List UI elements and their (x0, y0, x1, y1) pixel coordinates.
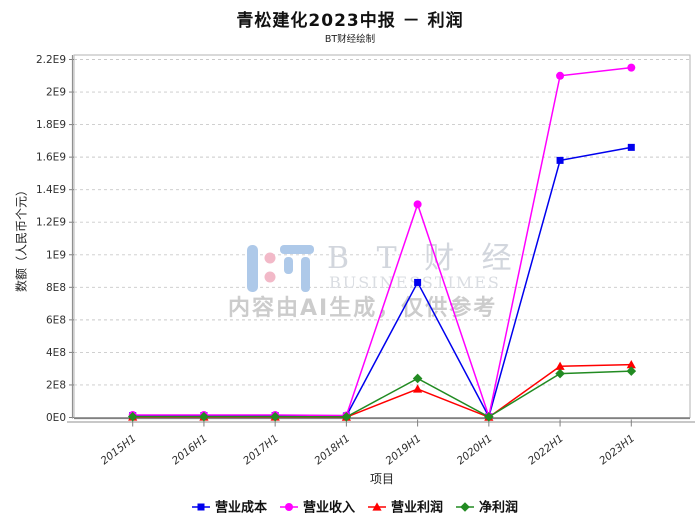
x-tick-label: 2018H1 (312, 432, 352, 467)
watermark-brand-sub: BUSINESSTIMES (329, 273, 501, 292)
watermark-notice: 内容由AI生成，仅供参考 (228, 295, 497, 321)
marker-triangle (372, 502, 382, 511)
chart-title: 青松建化2023中报 － 利润 (236, 11, 464, 31)
legend-label: 营业成本 (215, 500, 267, 516)
x-tick-label: 2015H1 (99, 432, 139, 467)
marker-square (556, 156, 564, 164)
series-净利润 (127, 366, 637, 422)
marker-circle (413, 200, 422, 209)
legend-label: 营业收入 (303, 500, 355, 516)
legend-label: 净利润 (479, 500, 518, 516)
marker-diamond (127, 411, 138, 422)
x-tick-label: 2017H1 (241, 432, 281, 467)
y-tick-label: 8E8 (46, 282, 66, 294)
legend-item-净利润: 净利润 (456, 500, 518, 516)
marker-square (197, 503, 205, 511)
marker-diamond (270, 411, 280, 422)
y-tick-label: 2E9 (46, 87, 66, 99)
data-series (127, 63, 637, 422)
marker-square (414, 278, 422, 286)
x-tick-label: 2019H1 (384, 432, 424, 467)
y-tick-label: 4E8 (46, 347, 66, 359)
marker-diamond (626, 366, 637, 376)
marker-square (627, 143, 635, 151)
y-tick-label: 2E8 (46, 379, 66, 391)
marker-circle (556, 71, 565, 80)
series-line (132, 66, 632, 420)
y-tick-label: 1.4E9 (36, 184, 66, 196)
legend: 营业成本 营业收入 营业利润 净利润 (192, 500, 518, 516)
marker-triangle (413, 384, 423, 393)
x-tick-label: 2022H1 (526, 432, 566, 467)
x-tick-label: 2023H1 (597, 432, 637, 467)
legend-item-营业收入: 营业收入 (280, 500, 355, 516)
marker-diamond (199, 411, 209, 422)
legend-item-营业成本: 营业成本 (192, 500, 267, 516)
marker-diamond (555, 368, 565, 379)
watermark-brand: B T 财 经 (327, 241, 521, 276)
y-tick-label: 1E9 (46, 249, 66, 261)
plot-border (73, 54, 691, 418)
marker-triangle (626, 360, 636, 369)
marker-diamond (484, 412, 494, 422)
y-tick-label: 2.2E9 (36, 54, 66, 66)
legend-item-营业利润: 营业利润 (368, 500, 443, 516)
marker-circle (285, 503, 293, 511)
x-tick-label: 2020H1 (455, 432, 495, 467)
marker-circle (627, 63, 636, 72)
bt-logo-icon (247, 245, 314, 292)
series-line (132, 370, 632, 418)
gridlines (74, 59, 690, 386)
chart-subtitle: BT财经绘制 (324, 34, 376, 45)
x-tick-label: 2016H1 (170, 432, 210, 467)
watermark: B T 财 经 BUSINESSTIMES 内容由AI生成，仅供参考 (228, 241, 521, 321)
y-tick-label: 1.8E9 (36, 119, 66, 131)
axes: 0E0 2E8 4E8 6E8 8E8 1E9 1.2E9 1.4E9 1.6E9 1.8E9 2E… (36, 54, 695, 467)
x-axis-title: 项目 (369, 472, 394, 486)
marker-triangle (555, 361, 565, 370)
y-tick-label: 6E8 (46, 314, 66, 326)
marker-diamond (460, 502, 470, 512)
legend-label: 营业利润 (391, 500, 443, 516)
marker-diamond (412, 373, 423, 384)
y-tick-label: 0E0 (46, 412, 66, 424)
marker-diamond (341, 412, 352, 422)
y-tick-label: 1.2E9 (36, 217, 66, 229)
y-tick-label: 1.6E9 (36, 152, 66, 164)
